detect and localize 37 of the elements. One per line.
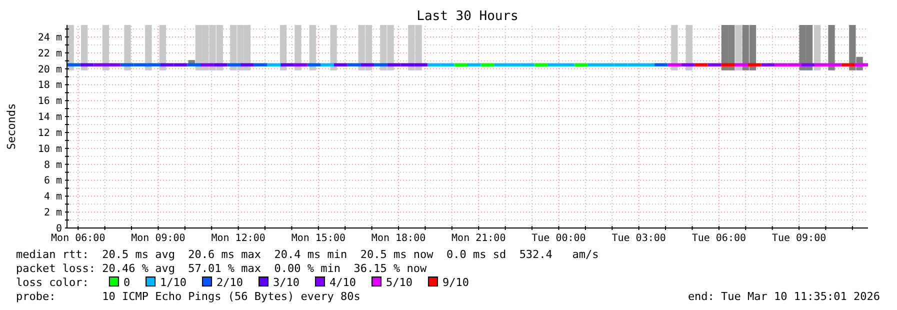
text: packet loss: 20.46 % avg 57.01 % max 0.00 % min 36.15 % now — [16, 262, 427, 275]
y-tick-label: 4 m — [44, 192, 62, 203]
y-axis-title: Seconds — [5, 103, 18, 150]
x-tick-label: Tue 00:00 — [532, 233, 586, 244]
legend-label: 2/10 — [216, 276, 244, 289]
x-tick-label: Tue 09:00 — [772, 233, 826, 244]
y-tick-label: 14 m — [38, 112, 62, 124]
x-tick-label: Mon 15:00 — [291, 233, 346, 244]
x-tick-label: Mon 12:00 — [211, 233, 266, 244]
x-tick-label: Tue 03:00 — [612, 233, 666, 244]
legend-label: 0 — [123, 276, 130, 289]
y-tick-label: 22 m — [38, 48, 62, 60]
x-tick-label: Mon 09:00 — [131, 233, 186, 244]
y-tick-label: 8 m — [44, 160, 62, 171]
legend-label: 3/10 — [273, 276, 300, 289]
text: end: Tue Mar 10 11:35:01 2026 — [688, 290, 880, 303]
legend-label: 4/10 — [330, 276, 356, 289]
x-tick-label: Mon 06:00 — [51, 233, 106, 244]
y-tick-label: 10 m — [38, 144, 62, 155]
y-tick-label: 12 m — [38, 128, 62, 139]
y-tick-label: 24 m — [38, 32, 62, 44]
text: probe: 10 ICMP Echo Pings (56 Bytes) every 80s — [16, 290, 360, 303]
y-tick-label: 2 m — [44, 208, 62, 219]
x-tick-label: Tue 06:00 — [692, 233, 746, 244]
legend-title: loss color: — [16, 276, 89, 289]
text: median rtt: 20.5 ms avg 20.6 ms max 20.4 ms min 20.5 ms now 0.0 ms sd 532.4 am/s — [16, 248, 599, 261]
legend-label: 1/10 — [160, 276, 187, 289]
x-tick-label: Mon 18:00 — [371, 233, 426, 244]
y-tick-label: 18 m — [38, 80, 62, 92]
legend-label: 9/10 — [442, 276, 469, 289]
y-tick-label: 16 m — [38, 96, 62, 108]
y-tick-label: 6 m — [44, 176, 62, 187]
x-tick-label: Mon 21:00 — [452, 233, 506, 244]
y-tick-label: 0 — [56, 224, 62, 234]
chart-title: Last 30 Hours — [416, 9, 518, 24]
y-tick-label: 20 m — [38, 64, 62, 76]
legend-label: 5/10 — [386, 276, 412, 289]
